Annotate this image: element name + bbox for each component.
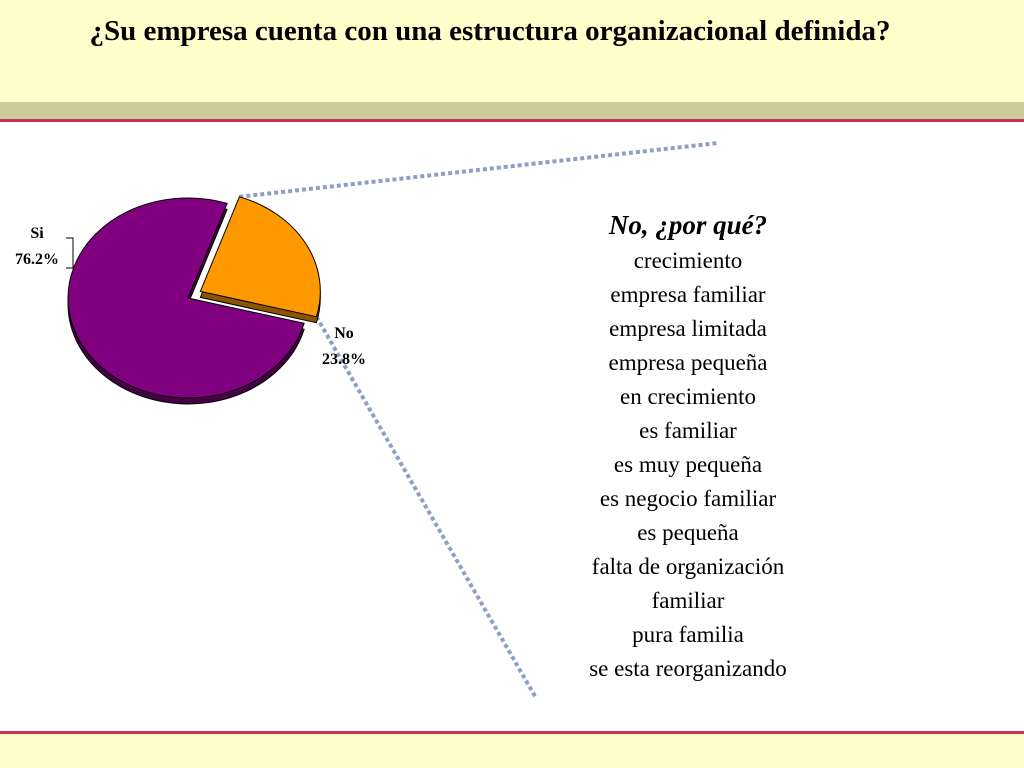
reasons-panel: No, ¿por qué? crecimiento empresa famili… <box>548 206 828 686</box>
connector-line-upper <box>239 141 719 199</box>
reason-item: en crecimiento <box>619 384 756 409</box>
pie-slice-no <box>199 196 321 324</box>
reason-item: familiar <box>651 588 725 613</box>
header-divider <box>0 119 1024 122</box>
reason-item: se esta reorganizando <box>589 656 787 681</box>
pie-label-no-value: 23.8% <box>322 351 366 368</box>
pie-label-si-category: Si <box>30 225 44 242</box>
reason-item: es negocio familiar <box>599 486 777 511</box>
reason-item: empresa pequeña <box>608 350 768 375</box>
pie-label-si-value: 76.2% <box>15 251 59 268</box>
reason-item: es muy pequeña <box>613 452 763 477</box>
pie-slices <box>67 196 321 405</box>
pie-connectors <box>239 141 719 699</box>
reasons-heading: No, ¿por qué? <box>608 210 768 240</box>
pie-labels: Si 76.2% No 23.8% <box>15 225 366 368</box>
header-band <box>0 102 1024 119</box>
reason-item: pura familia <box>632 622 744 647</box>
footer-divider <box>0 731 1024 734</box>
pie-slice-si-top <box>67 197 305 399</box>
footer-banner <box>0 734 1024 768</box>
reason-item: empresa limitada <box>609 316 767 341</box>
reasons-list: crecimiento empresa familiar empresa lim… <box>548 244 828 686</box>
reason-item: es familiar <box>639 418 737 443</box>
reason-item: crecimiento <box>633 248 743 273</box>
pie-slice-si <box>67 197 305 405</box>
header-banner <box>0 0 1024 102</box>
pie-label-no-category: No <box>334 325 354 342</box>
slide-title: ¿Su empresa cuenta con una estructura or… <box>89 15 891 47</box>
connector-line-lower <box>314 315 538 699</box>
pie-slice-no-top <box>199 196 321 318</box>
reason-item: empresa familiar <box>610 282 766 307</box>
reason-item: falta de organización <box>591 554 785 579</box>
pie-label-leader <box>66 237 74 269</box>
reason-item: es pequeña <box>637 520 739 545</box>
